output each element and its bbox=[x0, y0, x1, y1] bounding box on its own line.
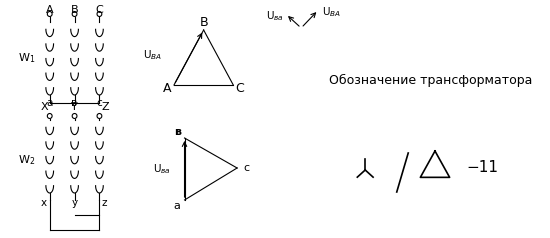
Text: в: в bbox=[72, 98, 78, 108]
Text: A: A bbox=[163, 81, 172, 94]
Text: Обозначение трансформатора: Обозначение трансформатора bbox=[328, 74, 532, 87]
Text: x: x bbox=[41, 198, 47, 208]
Text: в: в bbox=[174, 127, 181, 137]
Text: W$_2$: W$_2$ bbox=[18, 153, 35, 167]
Text: B: B bbox=[71, 5, 79, 15]
Text: U$_{ва}$: U$_{ва}$ bbox=[266, 9, 284, 23]
Text: с: с bbox=[97, 98, 102, 108]
Text: X: X bbox=[40, 102, 48, 112]
Text: z: z bbox=[101, 198, 107, 208]
Text: C: C bbox=[96, 5, 103, 15]
Text: Y: Y bbox=[71, 102, 78, 112]
Text: −11: −11 bbox=[466, 160, 498, 175]
Text: U$_{BA}$: U$_{BA}$ bbox=[144, 49, 162, 62]
Text: U$_{BA}$: U$_{BA}$ bbox=[322, 5, 342, 19]
Text: A: A bbox=[46, 5, 53, 15]
Text: B: B bbox=[199, 16, 208, 30]
Text: а: а bbox=[174, 201, 181, 211]
Text: a: a bbox=[47, 98, 53, 108]
Text: с: с bbox=[244, 163, 250, 173]
Text: Z: Z bbox=[101, 102, 109, 112]
Text: U$_{ва}$: U$_{ва}$ bbox=[153, 162, 171, 176]
Text: y: y bbox=[72, 198, 78, 208]
Text: W$_1$: W$_1$ bbox=[18, 51, 35, 65]
Text: C: C bbox=[235, 81, 244, 94]
